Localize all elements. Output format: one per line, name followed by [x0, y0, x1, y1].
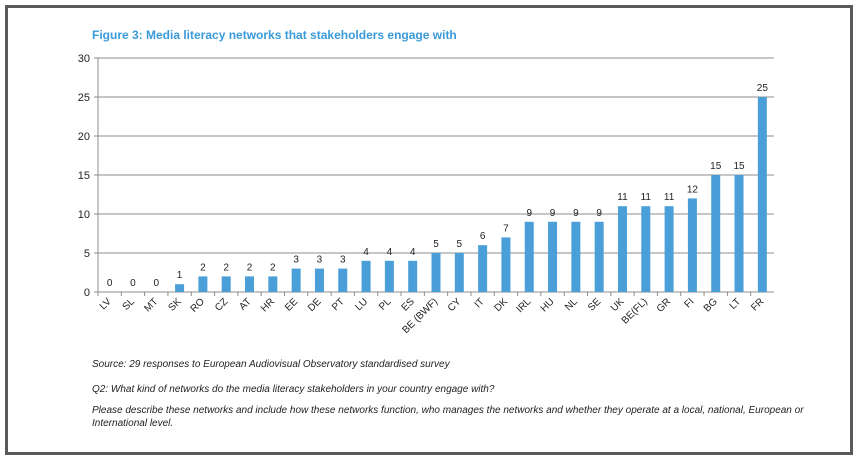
x-tick-label: LT	[728, 296, 744, 312]
y-tick-label: 15	[78, 170, 90, 182]
x-tick-label: FI	[682, 296, 696, 310]
bar	[384, 260, 394, 292]
bar	[687, 198, 697, 292]
data-label: 6	[480, 231, 486, 242]
data-label: 11	[664, 192, 675, 203]
x-tick-label: GR	[655, 296, 673, 314]
bar	[268, 276, 278, 292]
x-tick-label: LV	[98, 296, 114, 312]
question-note: Q2: What kind of networks do the media l…	[92, 384, 495, 395]
bar	[641, 206, 651, 292]
data-label: 2	[200, 262, 206, 273]
x-tick-label: RO	[189, 296, 208, 315]
data-label: 7	[503, 223, 509, 234]
x-tick-label: CZ	[213, 296, 230, 313]
data-label: 2	[223, 262, 229, 273]
x-tick-label: ES	[400, 296, 417, 313]
x-tick-label: UK	[609, 296, 627, 314]
data-label: 0	[107, 278, 113, 289]
data-label: 15	[710, 161, 722, 172]
bar	[175, 284, 185, 292]
bar	[291, 268, 301, 292]
data-label: 12	[687, 184, 699, 195]
data-label: 3	[317, 255, 323, 266]
x-tick-label: PL	[377, 296, 394, 313]
bar	[198, 276, 208, 292]
x-tick-label: LU	[353, 296, 370, 313]
data-label: 0	[130, 278, 136, 289]
bar-chart: 0 5 10 15 20 25 30 0 LV 0 SL 0 MT 1 SK 2 RO 2 CZ 2 AT 2 HR 3 EE 3…	[78, 53, 774, 336]
bar	[548, 221, 558, 292]
data-label: 5	[433, 239, 439, 250]
bar	[571, 221, 581, 292]
bar	[757, 97, 767, 292]
figure-title: Figure 3: Media literacy networks that s…	[92, 28, 457, 42]
data-label: 2	[247, 262, 253, 273]
data-label: 5	[457, 239, 463, 250]
bar	[617, 206, 627, 292]
bar	[245, 276, 255, 292]
x-tick-label: BG	[702, 296, 720, 314]
y-tick-label: 25	[78, 92, 90, 104]
bar	[664, 206, 674, 292]
bar	[338, 268, 348, 292]
data-label: 3	[340, 255, 346, 266]
data-label: 9	[573, 208, 579, 219]
y-tick-label: 10	[78, 209, 90, 221]
data-label: 11	[641, 192, 652, 203]
x-tick-label: BE(FL)	[620, 296, 650, 326]
x-tick-label: MT	[142, 296, 160, 314]
data-label: 25	[757, 83, 769, 94]
description-note: Please describe these networks and inclu…	[92, 405, 804, 429]
data-label: 11	[617, 192, 628, 203]
y-tick-label: 30	[78, 53, 90, 65]
data-label: 9	[596, 208, 602, 219]
x-tick-label: DE	[306, 296, 324, 314]
bar	[221, 276, 231, 292]
data-label: 9	[550, 208, 556, 219]
x-tick-label: IRL	[515, 296, 534, 315]
bar	[734, 175, 744, 292]
x-tick-label: SE	[586, 296, 603, 313]
bar	[431, 253, 441, 292]
x-tick-label: DK	[492, 296, 510, 314]
x-tick-label: HR	[259, 296, 277, 314]
data-label: 2	[270, 262, 276, 273]
data-label: 3	[293, 255, 299, 266]
bar	[594, 221, 604, 292]
source-note: Source: 29 responses to European Audiovi…	[92, 359, 450, 370]
x-tick-label: AT	[237, 296, 253, 312]
x-tick-label: EE	[283, 296, 300, 313]
y-tick-label: 20	[78, 131, 90, 143]
bar	[454, 253, 464, 292]
data-label: 1	[177, 270, 183, 281]
bar	[711, 175, 721, 292]
data-label: 0	[153, 278, 159, 289]
bar	[408, 260, 418, 292]
data-label: 4	[410, 247, 416, 258]
bar	[314, 268, 324, 292]
x-tick-label: HU	[539, 296, 557, 314]
x-tick-label: SK	[166, 296, 183, 313]
x-tick-label: FR	[749, 296, 766, 313]
data-label: 15	[733, 161, 745, 172]
x-tick-label: IT	[473, 296, 487, 310]
x-tick-label: CY	[446, 296, 464, 314]
data-label: 4	[387, 247, 393, 258]
bar	[478, 245, 488, 292]
y-tick-label: 0	[84, 287, 90, 299]
bar	[524, 221, 534, 292]
bar	[501, 237, 511, 292]
x-tick-label: PT	[330, 296, 347, 313]
data-label: 9	[526, 208, 532, 219]
bar	[361, 260, 371, 292]
x-tick-label: NL	[563, 296, 580, 313]
y-tick-label: 5	[84, 248, 90, 260]
data-label: 4	[363, 247, 369, 258]
x-tick-label: SL	[121, 296, 138, 313]
